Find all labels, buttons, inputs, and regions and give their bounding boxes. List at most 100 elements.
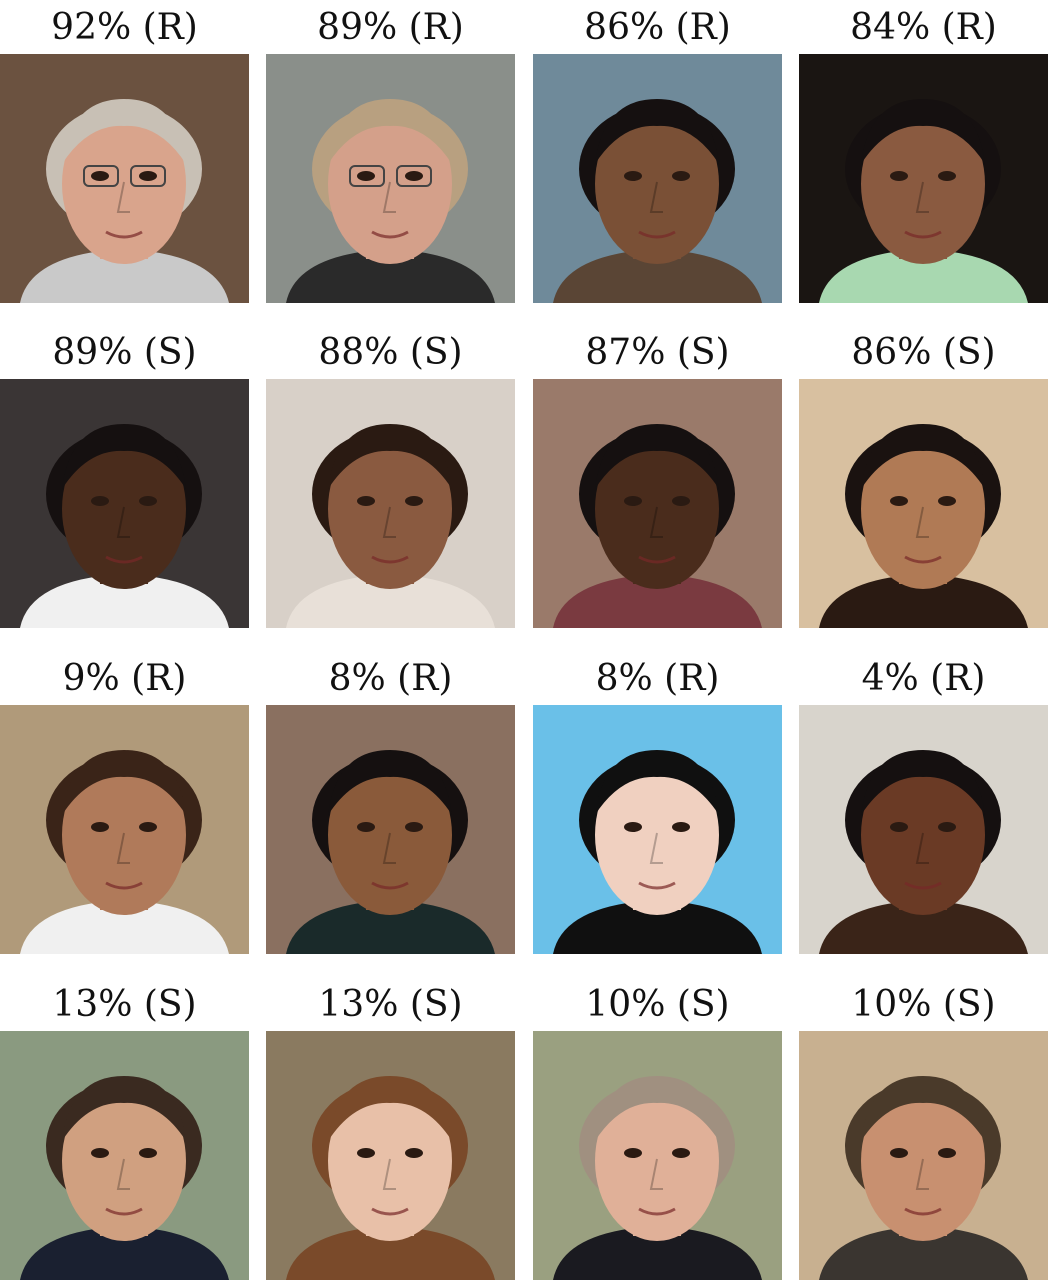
hair-top	[328, 750, 452, 815]
face	[62, 755, 186, 915]
nose	[116, 832, 130, 864]
right-eye	[672, 171, 690, 181]
left-eye	[91, 1148, 109, 1158]
panel-score-label: 86% (S)	[851, 332, 996, 373]
panel-score-label: 4% (R)	[861, 658, 986, 699]
hair-top	[328, 99, 452, 164]
shirt	[819, 249, 1028, 303]
nose	[382, 506, 396, 538]
glasses-left-lens	[349, 165, 385, 187]
face-photo	[266, 54, 515, 303]
hair-top	[62, 424, 186, 489]
mouth	[904, 881, 942, 890]
shirt	[553, 900, 762, 954]
panel-score-label: 86% (R)	[584, 7, 731, 48]
face	[328, 429, 452, 589]
hair-top	[328, 1076, 452, 1141]
hair-top	[595, 1076, 719, 1141]
hair-top	[595, 750, 719, 815]
panel-score-label: 89% (R)	[317, 7, 464, 48]
right-eye	[139, 1148, 157, 1158]
face	[861, 429, 985, 589]
shirt	[286, 574, 495, 628]
left-eye	[890, 496, 908, 506]
left-eye	[357, 171, 375, 181]
hair-top	[62, 1076, 186, 1141]
face-photo	[799, 1031, 1048, 1280]
right-eye	[405, 496, 423, 506]
right-eye	[938, 171, 956, 181]
mouth	[371, 230, 409, 239]
nose	[915, 1158, 929, 1190]
left-eye	[624, 496, 642, 506]
face-photo	[0, 54, 249, 303]
nose	[915, 181, 929, 213]
right-eye	[405, 822, 423, 832]
face-photo	[266, 1031, 515, 1280]
face-photo	[799, 705, 1048, 954]
left-eye	[91, 171, 109, 181]
shirt	[819, 574, 1028, 628]
shirt	[553, 1226, 762, 1280]
face	[861, 1081, 985, 1241]
nose	[382, 181, 396, 213]
left-eye	[357, 822, 375, 832]
nose	[382, 1158, 396, 1190]
hair-top	[62, 750, 186, 815]
hair-top	[861, 424, 985, 489]
glasses-left-lens	[83, 165, 119, 187]
hair-top	[595, 99, 719, 164]
glasses-right-lens	[396, 165, 432, 187]
left-eye	[890, 171, 908, 181]
right-eye	[139, 496, 157, 506]
face	[328, 104, 452, 264]
shirt	[20, 249, 229, 303]
face-photo	[533, 705, 782, 954]
right-eye	[672, 1148, 690, 1158]
shirt	[286, 249, 495, 303]
mouth	[105, 881, 143, 890]
panel-score-label: 88% (S)	[318, 332, 463, 373]
mouth	[105, 1207, 143, 1216]
hair-top	[328, 424, 452, 489]
shirt	[286, 1226, 495, 1280]
panel-score-label: 8% (R)	[595, 658, 720, 699]
right-eye	[139, 171, 157, 181]
nose	[649, 181, 663, 213]
shirt	[553, 574, 762, 628]
nose	[116, 1158, 130, 1190]
shirt	[20, 574, 229, 628]
face-photo	[533, 54, 782, 303]
nose	[649, 1158, 663, 1190]
face	[328, 1081, 452, 1241]
panel-score-label: 89% (S)	[52, 332, 197, 373]
mouth	[638, 881, 676, 890]
face	[595, 755, 719, 915]
hair-top	[861, 750, 985, 815]
right-eye	[405, 1148, 423, 1158]
right-eye	[938, 822, 956, 832]
face-photo	[799, 54, 1048, 303]
hair-top	[595, 424, 719, 489]
mouth	[638, 230, 676, 239]
hair-top	[62, 99, 186, 164]
nose	[116, 181, 130, 213]
shirt	[286, 900, 495, 954]
right-eye	[938, 1148, 956, 1158]
face	[328, 755, 452, 915]
face	[62, 429, 186, 589]
panel-score-label: 8% (R)	[328, 658, 453, 699]
mouth	[904, 555, 942, 564]
face	[861, 104, 985, 264]
nose	[649, 832, 663, 864]
right-eye	[938, 496, 956, 506]
shirt	[20, 1226, 229, 1280]
face-photo	[799, 379, 1048, 628]
face	[861, 755, 985, 915]
face-photo	[266, 379, 515, 628]
hair-top	[861, 99, 985, 164]
left-eye	[91, 496, 109, 506]
shirt	[819, 900, 1028, 954]
nose	[915, 506, 929, 538]
face-photo	[533, 379, 782, 628]
